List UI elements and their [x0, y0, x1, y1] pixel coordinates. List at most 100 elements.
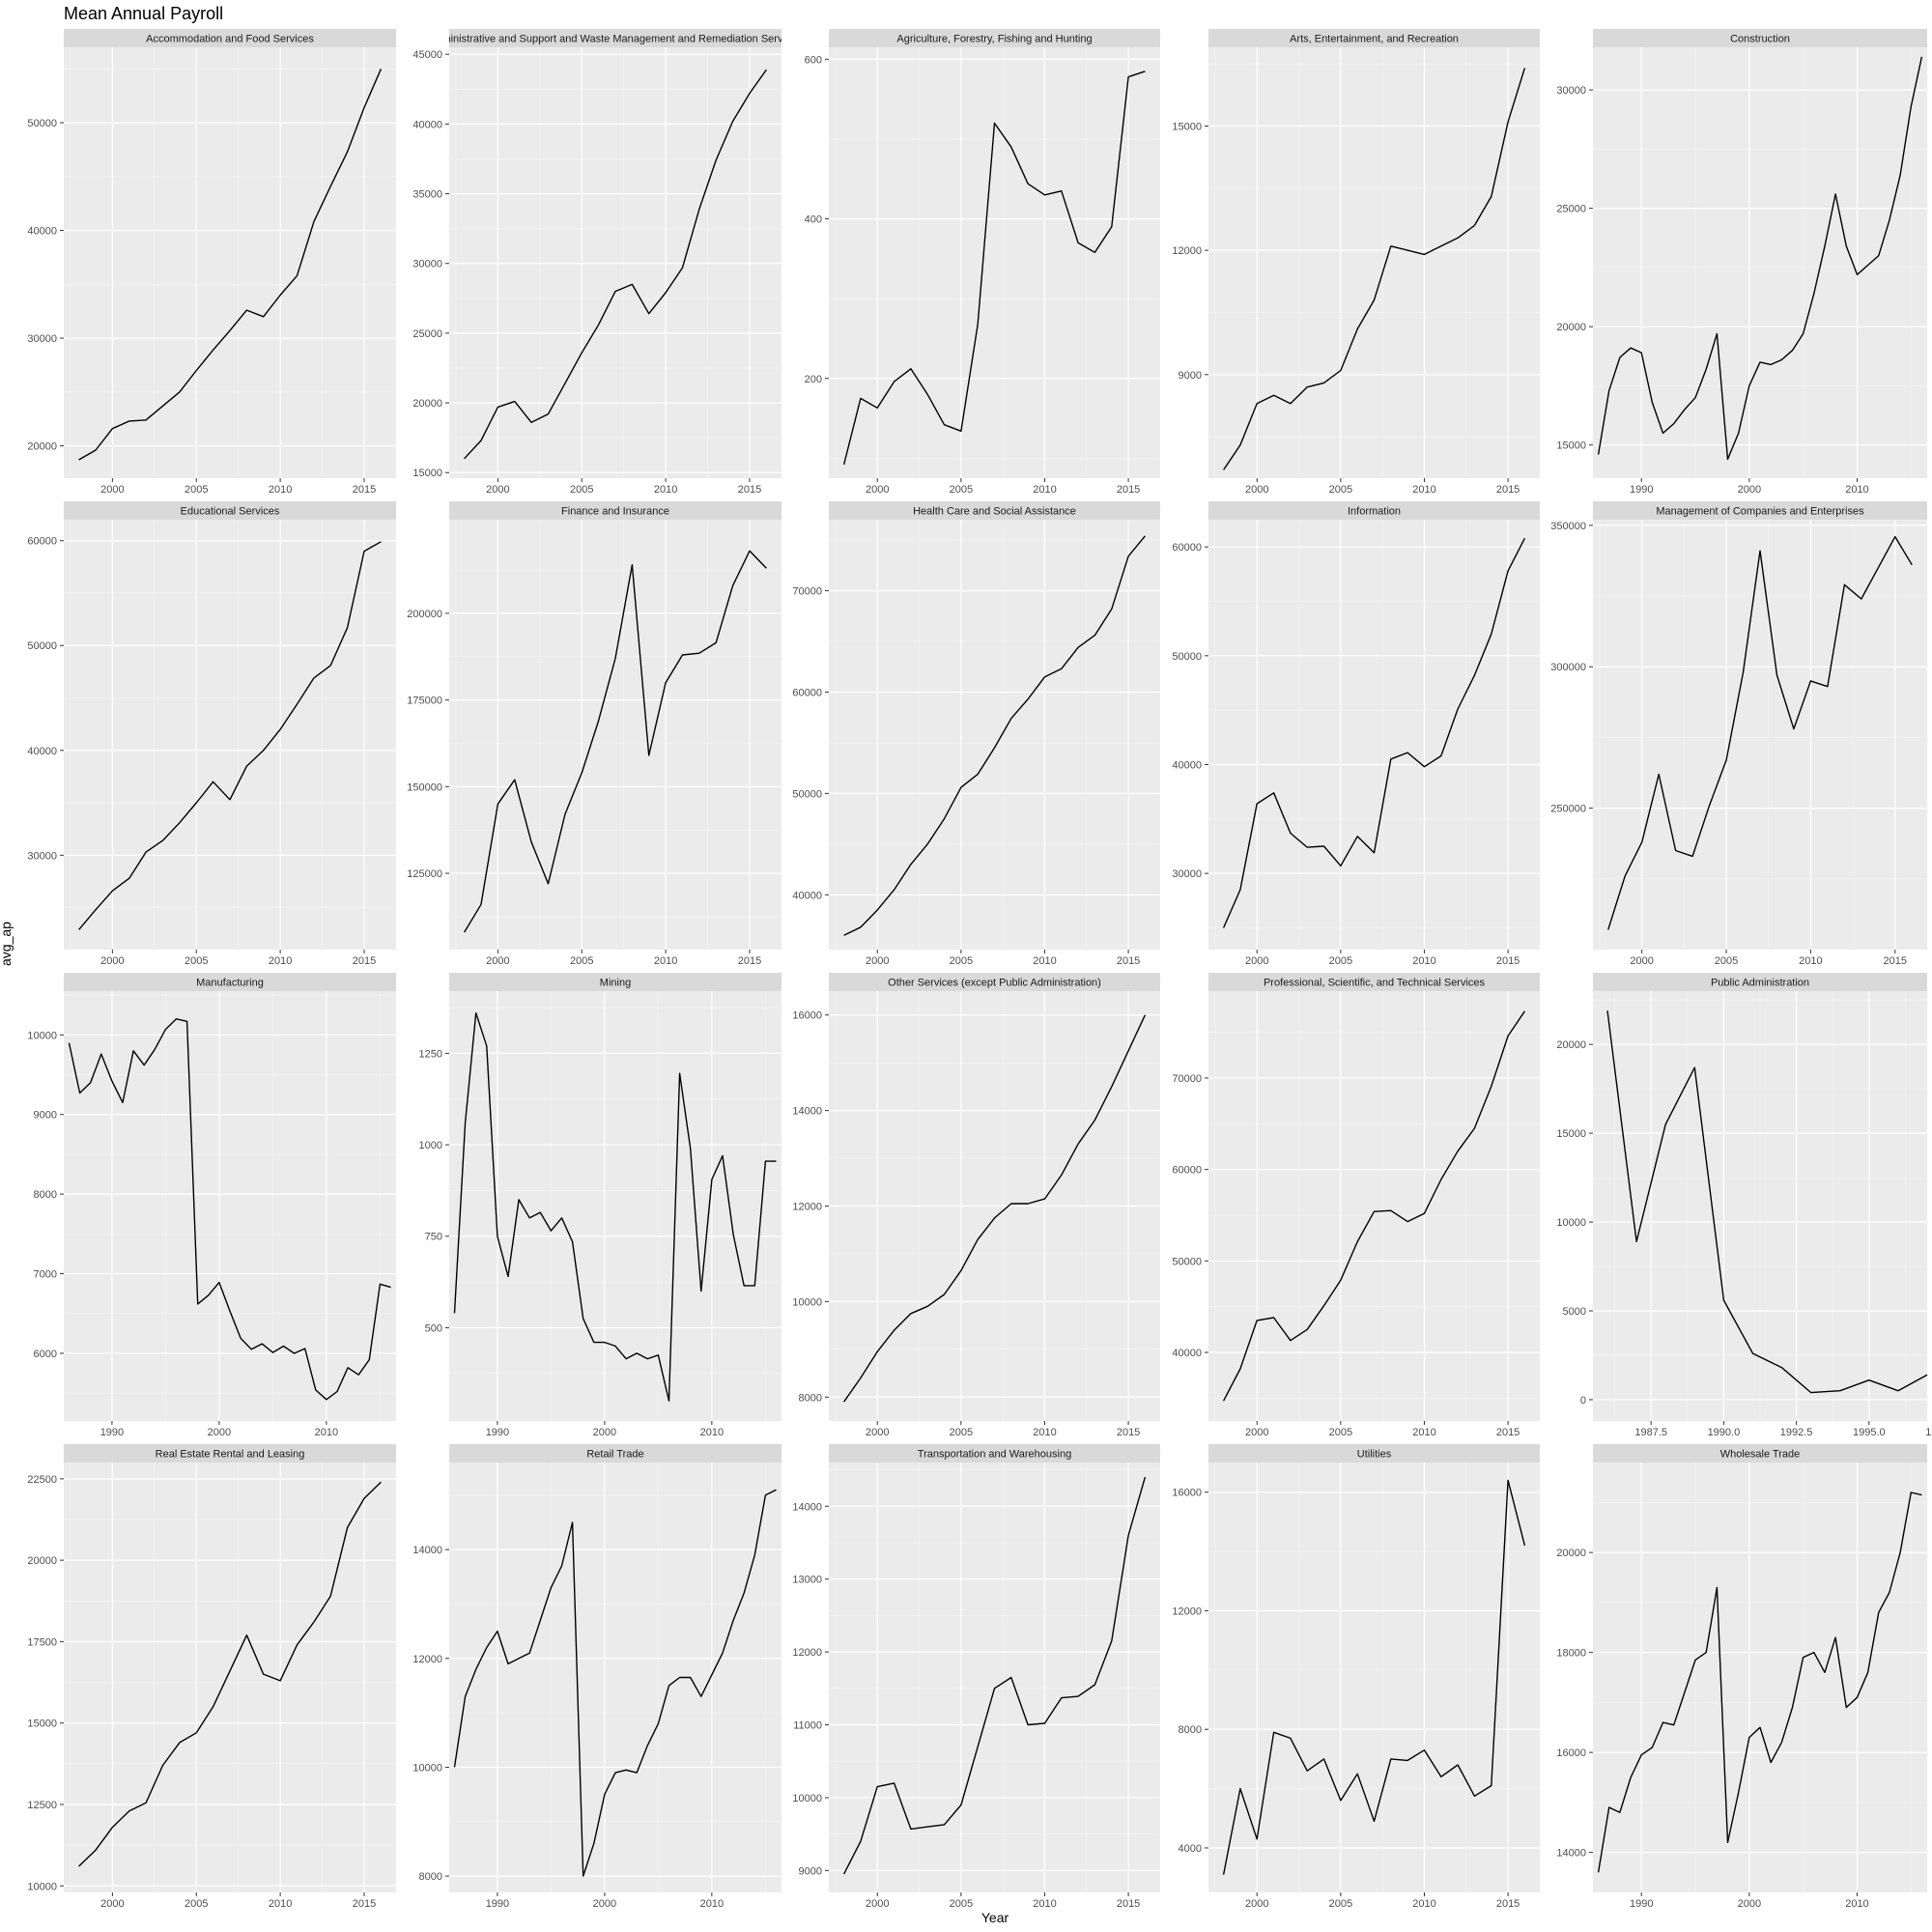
y-tick-label: 14000 [792, 1106, 822, 1118]
x-tick-label: 1995.0 [1853, 1427, 1886, 1438]
x-tick-label: 2015 [738, 955, 761, 967]
panel-background [64, 47, 396, 478]
y-tick-label: 400 [805, 214, 822, 226]
facet-panel: Construction 1990 2000 2010 15000 20000 25000 3… [1556, 29, 1927, 496]
y-tick-label: 20000 [1556, 1039, 1586, 1051]
x-tick-label: 2015 [353, 484, 376, 496]
y-tick-label: 15000 [1556, 1128, 1586, 1140]
x-tick-label: 2005 [950, 1427, 973, 1438]
panel-background [449, 991, 781, 1421]
y-tick-label: 50000 [27, 118, 57, 129]
x-tick-label: 2010 [1033, 1427, 1056, 1438]
facet-strip [449, 1444, 781, 1463]
y-tick-label: 20000 [27, 1555, 57, 1567]
x-tick-label: 2005 [1329, 1427, 1352, 1438]
y-tick-label: 40000 [1172, 1348, 1202, 1359]
facet-title: Wholesale Trade [1720, 1449, 1801, 1461]
y-tick-label: 9000 [34, 1110, 57, 1122]
x-tick-label: 2005 [950, 1898, 973, 1910]
y-tick-label: 20000 [1556, 1548, 1586, 1559]
facet-strip [1593, 973, 1927, 991]
series-line [843, 1014, 1147, 1403]
y-tick-label: 22500 [27, 1474, 57, 1486]
series-line [1223, 68, 1526, 470]
facet-strip [1208, 501, 1540, 520]
facet-title: Administrative and Support and Waste Man… [429, 34, 803, 45]
x-tick-label: 2010 [1799, 955, 1822, 967]
x-tick-label: 2005 [950, 484, 973, 496]
facet-strip [1208, 29, 1540, 47]
y-tick-label: 10000 [412, 1762, 442, 1774]
y-tick-label: 9000 [799, 1865, 822, 1877]
x-tick-label: 2000 [208, 1427, 231, 1438]
y-tick-label: 13000 [792, 1575, 822, 1586]
facet-title: Agriculture, Forestry, Fishing and Hunti… [896, 34, 1092, 45]
y-tick-label: 30000 [27, 850, 57, 862]
y-tick-label: 30000 [1172, 868, 1202, 880]
x-tick-label: 2015 [1884, 955, 1907, 967]
series-line [1222, 1479, 1526, 1875]
facet-panel: Mining 1990 2000 2010 500 750 1000 1250 [419, 973, 781, 1438]
x-tick-label: 2010 [700, 1898, 724, 1910]
x-tick-label: 2010 [1412, 1898, 1435, 1910]
x-tick-label: 2010 [1845, 1898, 1868, 1910]
facet-strip [1208, 973, 1540, 991]
facet-title: Health Care and Social Assistance [913, 506, 1076, 518]
facet-title: Arts, Entertainment, and Recreation [1290, 34, 1459, 45]
y-tick-label: 15000 [1172, 121, 1202, 132]
x-tick-label: 2000 [1630, 955, 1653, 967]
facet-title: Real Estate Rental and Leasing [156, 1449, 305, 1461]
y-tick-label: 12000 [792, 1202, 822, 1213]
x-tick-label: 2015 [353, 1898, 376, 1910]
series-line [842, 71, 1146, 466]
series-line [1597, 1492, 1922, 1873]
facet-panel: Administrative and Support and Waste Man… [412, 29, 803, 496]
panel-background [449, 520, 781, 950]
x-tick-label: 2015 [1117, 955, 1140, 967]
x-tick-label: 2000 [1245, 1898, 1268, 1910]
facet-panel: Manufacturing 1990 2000 2010 6000 7000 8000 900… [27, 973, 396, 1438]
y-tick-label: 9000 [1179, 370, 1202, 382]
x-tick-label: 2005 [185, 484, 208, 496]
facet-panel: Arts, Entertainment, and Recreation 2000 2… [1172, 29, 1540, 496]
facet-panel: Information 2000 2005 2010 2015 30000 40000 500… [1172, 501, 1540, 967]
y-tick-label: 30000 [1556, 85, 1586, 97]
x-tick-label: 2010 [269, 1898, 292, 1910]
y-tick-label: 125000 [407, 868, 442, 880]
x-tick-label: 1990 [1630, 1898, 1653, 1910]
x-tick-label: 2010 [1412, 1427, 1435, 1438]
y-tick-label: 12000 [1172, 1605, 1202, 1617]
y-tick-label: 17500 [27, 1636, 57, 1648]
y-tick-label: 20000 [27, 441, 57, 453]
facet-title: Public Administration [1711, 978, 1809, 989]
facet-strip [64, 973, 396, 991]
y-tick-label: 18000 [1556, 1648, 1586, 1660]
x-tick-label: 2015 [1496, 484, 1520, 496]
facet-panel: Educational Services 2000 2005 2010 2015 3000… [27, 501, 396, 967]
series-line [453, 1012, 777, 1402]
facet-title: Finance and Insurance [561, 506, 669, 518]
x-tick-label: 2000 [1245, 484, 1268, 496]
x-tick-label: 2010 [1845, 484, 1868, 496]
facet-title: Retail Trade [586, 1449, 643, 1461]
y-tick-label: 15000 [1556, 440, 1586, 452]
panel-background [829, 47, 1160, 478]
facet-title: Professional, Scientific, and Technical … [1264, 978, 1486, 989]
x-tick-label: 2010 [315, 1427, 338, 1438]
y-tick-label: 70000 [1172, 1073, 1202, 1085]
series-line [464, 69, 767, 460]
y-tick-label: 10000 [1556, 1217, 1586, 1229]
y-tick-label: 50000 [1172, 651, 1202, 663]
facet-panel: Public Administration 1987.5 1990.0 1992.5 1… [1556, 973, 1932, 1438]
facet-panel: Retail Trade 1990 2000 2010 8000 10000 12000 14… [412, 1444, 781, 1910]
x-tick-label: 1990 [486, 1898, 509, 1910]
facet-title: Information [1348, 506, 1401, 518]
y-tick-label: 60000 [792, 687, 822, 698]
y-tick-label: 40000 [27, 226, 57, 238]
y-tick-label: 40000 [792, 890, 822, 901]
y-tick-label: 16000 [1556, 1747, 1586, 1759]
y-tick-label: 175000 [407, 696, 442, 707]
y-tick-label: 35000 [412, 189, 442, 201]
page-title: Mean Annual Payroll [64, 4, 224, 23]
